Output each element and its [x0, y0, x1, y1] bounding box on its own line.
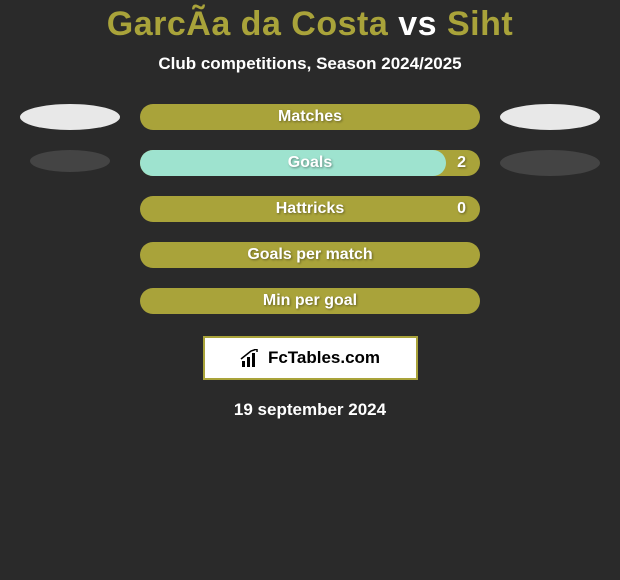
- stat-value: 0: [457, 200, 466, 218]
- subtitle: Club competitions, Season 2024/2025: [0, 54, 620, 74]
- stat-row: Matches: [0, 104, 620, 130]
- right-slot: [500, 196, 600, 222]
- logo-text: FcTables.com: [268, 348, 380, 368]
- vs-text: vs: [398, 5, 437, 43]
- bar-chart-icon: [240, 349, 262, 367]
- left-slot: [20, 150, 120, 176]
- stat-bar: Goals per match: [140, 242, 480, 268]
- stat-label: Hattricks: [276, 200, 344, 218]
- stat-bar: Hattricks 0: [140, 196, 480, 222]
- date-text: 19 september 2024: [0, 400, 620, 420]
- stats-container: GarcÃ­a da Costa vs Siht Club competitio…: [0, 0, 620, 420]
- stat-label: Goals per match: [247, 246, 372, 264]
- left-slot: [20, 104, 120, 130]
- left-slot: [20, 242, 120, 268]
- stat-bar: Min per goal: [140, 288, 480, 314]
- stats-rows: Matches Goals 2 Hattricks 0 Goals per match Mi…: [0, 104, 620, 314]
- stat-value: 2: [457, 154, 466, 172]
- stat-label: Min per goal: [263, 292, 357, 310]
- stat-bar: Goals 2: [140, 150, 480, 176]
- stat-row: Min per goal: [0, 288, 620, 314]
- left-slot: [20, 288, 120, 314]
- stat-row: Hattricks 0: [0, 196, 620, 222]
- player2-name: Siht: [447, 5, 513, 43]
- right-ellipse: [500, 150, 600, 176]
- right-slot: [500, 242, 600, 268]
- right-slot: [500, 288, 600, 314]
- stat-bar: Matches: [140, 104, 480, 130]
- left-ellipse: [20, 104, 120, 130]
- stat-label: Matches: [278, 108, 342, 126]
- left-ellipse: [30, 150, 110, 172]
- right-slot: [500, 104, 600, 130]
- player1-name: GarcÃ­a da Costa: [107, 5, 389, 43]
- right-ellipse: [500, 104, 600, 130]
- right-slot: [500, 150, 600, 176]
- stat-row: Goals 2: [0, 150, 620, 176]
- page-title: GarcÃ­a da Costa vs Siht: [0, 5, 620, 44]
- left-slot: [20, 196, 120, 222]
- stat-label: Goals: [288, 154, 332, 172]
- stat-row: Goals per match: [0, 242, 620, 268]
- logo-box[interactable]: FcTables.com: [203, 336, 418, 380]
